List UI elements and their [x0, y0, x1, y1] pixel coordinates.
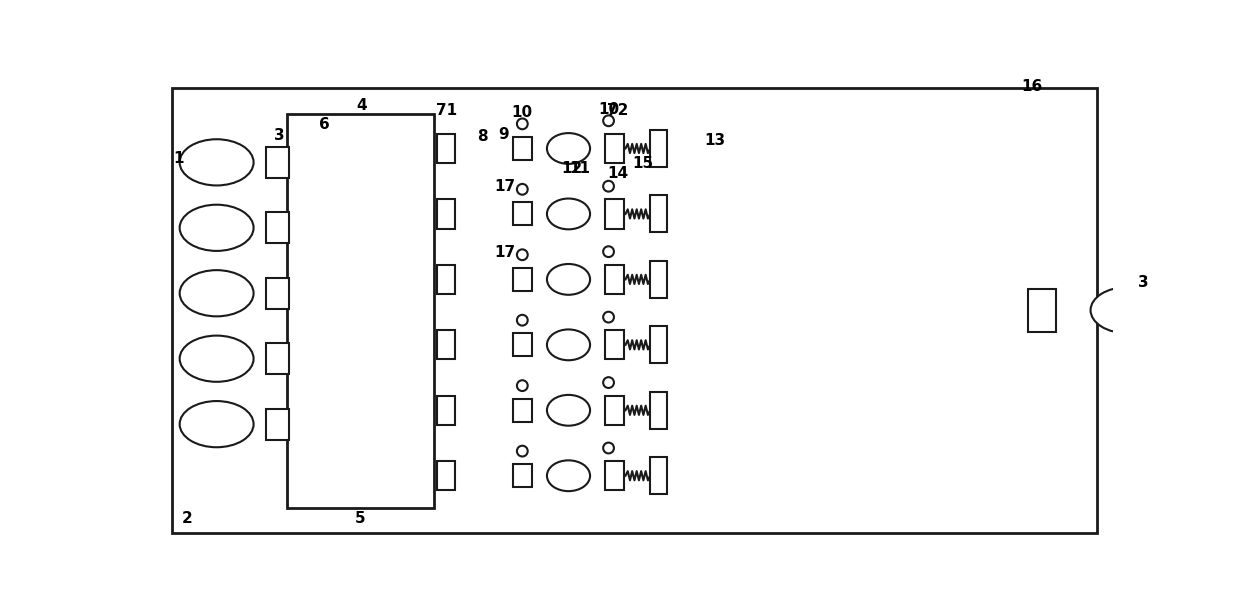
Bar — [1028, 290, 1056, 331]
Bar — [436, 395, 455, 425]
Bar — [667, 461, 704, 491]
Bar — [605, 134, 624, 163]
Ellipse shape — [180, 205, 253, 251]
Bar — [667, 395, 704, 426]
Text: 5: 5 — [356, 511, 366, 526]
Text: 13: 13 — [704, 133, 725, 148]
Text: 71: 71 — [435, 103, 456, 118]
Ellipse shape — [180, 336, 253, 382]
Bar — [650, 458, 667, 494]
Bar — [513, 202, 532, 226]
Ellipse shape — [547, 133, 590, 164]
Ellipse shape — [517, 446, 528, 456]
Bar — [667, 199, 704, 229]
Text: 72: 72 — [608, 103, 629, 118]
Ellipse shape — [180, 401, 253, 447]
Bar — [436, 461, 455, 490]
Ellipse shape — [547, 395, 590, 426]
Bar — [667, 330, 704, 360]
Text: 11: 11 — [569, 161, 590, 176]
Bar — [436, 134, 455, 163]
Ellipse shape — [603, 116, 614, 126]
Bar — [650, 327, 667, 363]
Text: 8: 8 — [477, 129, 487, 145]
Bar — [436, 265, 455, 294]
Bar — [265, 147, 289, 178]
Text: 9: 9 — [498, 127, 510, 142]
Bar — [513, 137, 532, 160]
Bar — [436, 330, 455, 360]
Text: 14: 14 — [608, 167, 629, 181]
Bar — [513, 268, 532, 291]
Bar — [650, 261, 667, 298]
Bar — [667, 133, 704, 164]
Ellipse shape — [517, 184, 528, 195]
Bar — [650, 196, 667, 232]
Ellipse shape — [603, 377, 614, 388]
Text: 12: 12 — [562, 161, 583, 176]
Bar — [667, 264, 704, 295]
Ellipse shape — [603, 246, 614, 257]
Ellipse shape — [517, 315, 528, 325]
Bar — [513, 399, 532, 422]
Ellipse shape — [517, 119, 528, 129]
Ellipse shape — [180, 139, 253, 186]
Bar — [650, 130, 667, 167]
Bar — [605, 395, 624, 425]
Bar — [436, 199, 455, 229]
Bar — [605, 199, 624, 229]
Bar — [265, 409, 289, 440]
Bar — [513, 464, 532, 487]
Ellipse shape — [517, 249, 528, 260]
Text: 3: 3 — [1137, 275, 1148, 290]
Ellipse shape — [603, 443, 614, 453]
Text: 4: 4 — [356, 98, 367, 113]
Text: 10: 10 — [598, 101, 619, 117]
Text: 1: 1 — [172, 151, 184, 166]
Bar — [605, 330, 624, 360]
Bar — [288, 114, 434, 508]
Text: 6: 6 — [319, 117, 330, 132]
Ellipse shape — [1090, 287, 1164, 333]
Ellipse shape — [517, 380, 528, 391]
Bar — [265, 278, 289, 309]
Ellipse shape — [547, 264, 590, 295]
Bar — [667, 199, 704, 229]
Bar — [605, 461, 624, 490]
Text: 17: 17 — [494, 245, 515, 260]
Bar — [667, 330, 704, 360]
Ellipse shape — [547, 461, 590, 491]
Bar — [667, 395, 704, 426]
Bar — [605, 265, 624, 294]
Bar — [265, 343, 289, 374]
Ellipse shape — [547, 330, 590, 360]
Bar — [650, 392, 667, 429]
Text: 17: 17 — [494, 180, 515, 194]
Bar — [667, 133, 704, 164]
Bar — [667, 461, 704, 491]
Text: 3: 3 — [274, 128, 285, 143]
Bar — [667, 264, 704, 295]
Text: 2: 2 — [182, 511, 192, 526]
Bar — [513, 333, 532, 356]
Ellipse shape — [603, 181, 614, 192]
Text: 15: 15 — [632, 156, 653, 172]
Ellipse shape — [180, 270, 253, 316]
Text: 10: 10 — [512, 105, 533, 120]
Text: 16: 16 — [1022, 79, 1043, 93]
Bar — [265, 212, 289, 243]
Ellipse shape — [547, 199, 590, 229]
Ellipse shape — [603, 312, 614, 322]
